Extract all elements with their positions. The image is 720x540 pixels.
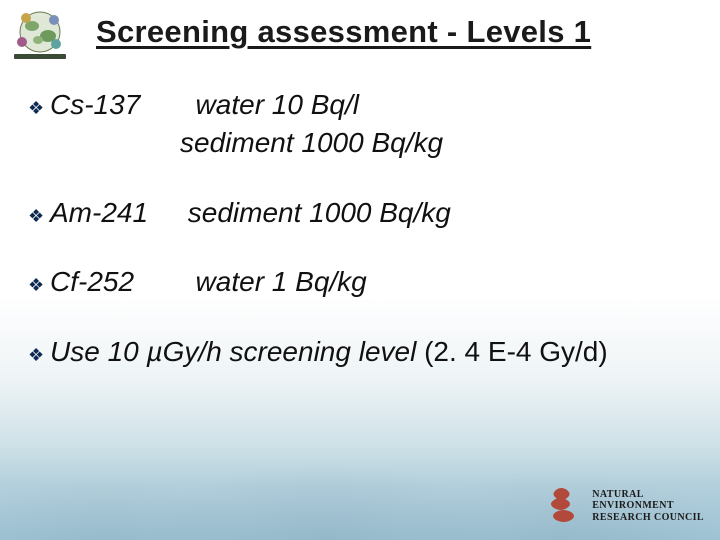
isotope-label: Cs-137 <box>50 86 180 124</box>
nerc-text: NATURAL ENVIRONMENT RESEARCH COUNCIL <box>592 489 704 524</box>
bullet-icon: ❖ <box>28 204 50 228</box>
screening-level-text: Use 10 µGy/h screening level (2. 4 E-4 G… <box>50 333 608 371</box>
list-item: ❖ Use 10 µGy/h screening level (2. 4 E-4… <box>28 333 700 371</box>
list-item: ❖ Cf-252 water 1 Bq/kg <box>28 263 700 301</box>
nerc-mark-icon <box>550 486 584 526</box>
bullet-icon: ❖ <box>28 96 50 120</box>
bullet-icon: ❖ <box>28 273 50 297</box>
nerc-logo: NATURAL ENVIRONMENT RESEARCH COUNCIL <box>550 486 704 526</box>
isotope-label: Am-241 <box>50 194 180 232</box>
content-area: ❖ Cs-137 water 10 Bq/l Cs-137 sediment 1… <box>28 86 700 377</box>
list-item: ❖ Am-241 sediment 1000 Bq/kg <box>28 194 700 232</box>
isotope-label: Cf-252 <box>50 263 180 301</box>
bullet-icon: ❖ <box>28 343 50 367</box>
measurement: sediment 1000 Bq/kg <box>180 194 451 232</box>
measurement: sediment 1000 Bq/kg <box>180 124 443 162</box>
top-left-logo <box>8 6 72 62</box>
measurement: water 10 Bq/l <box>180 86 359 124</box>
page-title: Screening assessment - Levels 1 <box>96 14 700 50</box>
measurement: water 1 Bq/kg <box>180 263 367 301</box>
list-item: ❖ Cs-137 water 10 Bq/l Cs-137 sediment 1… <box>28 86 700 162</box>
